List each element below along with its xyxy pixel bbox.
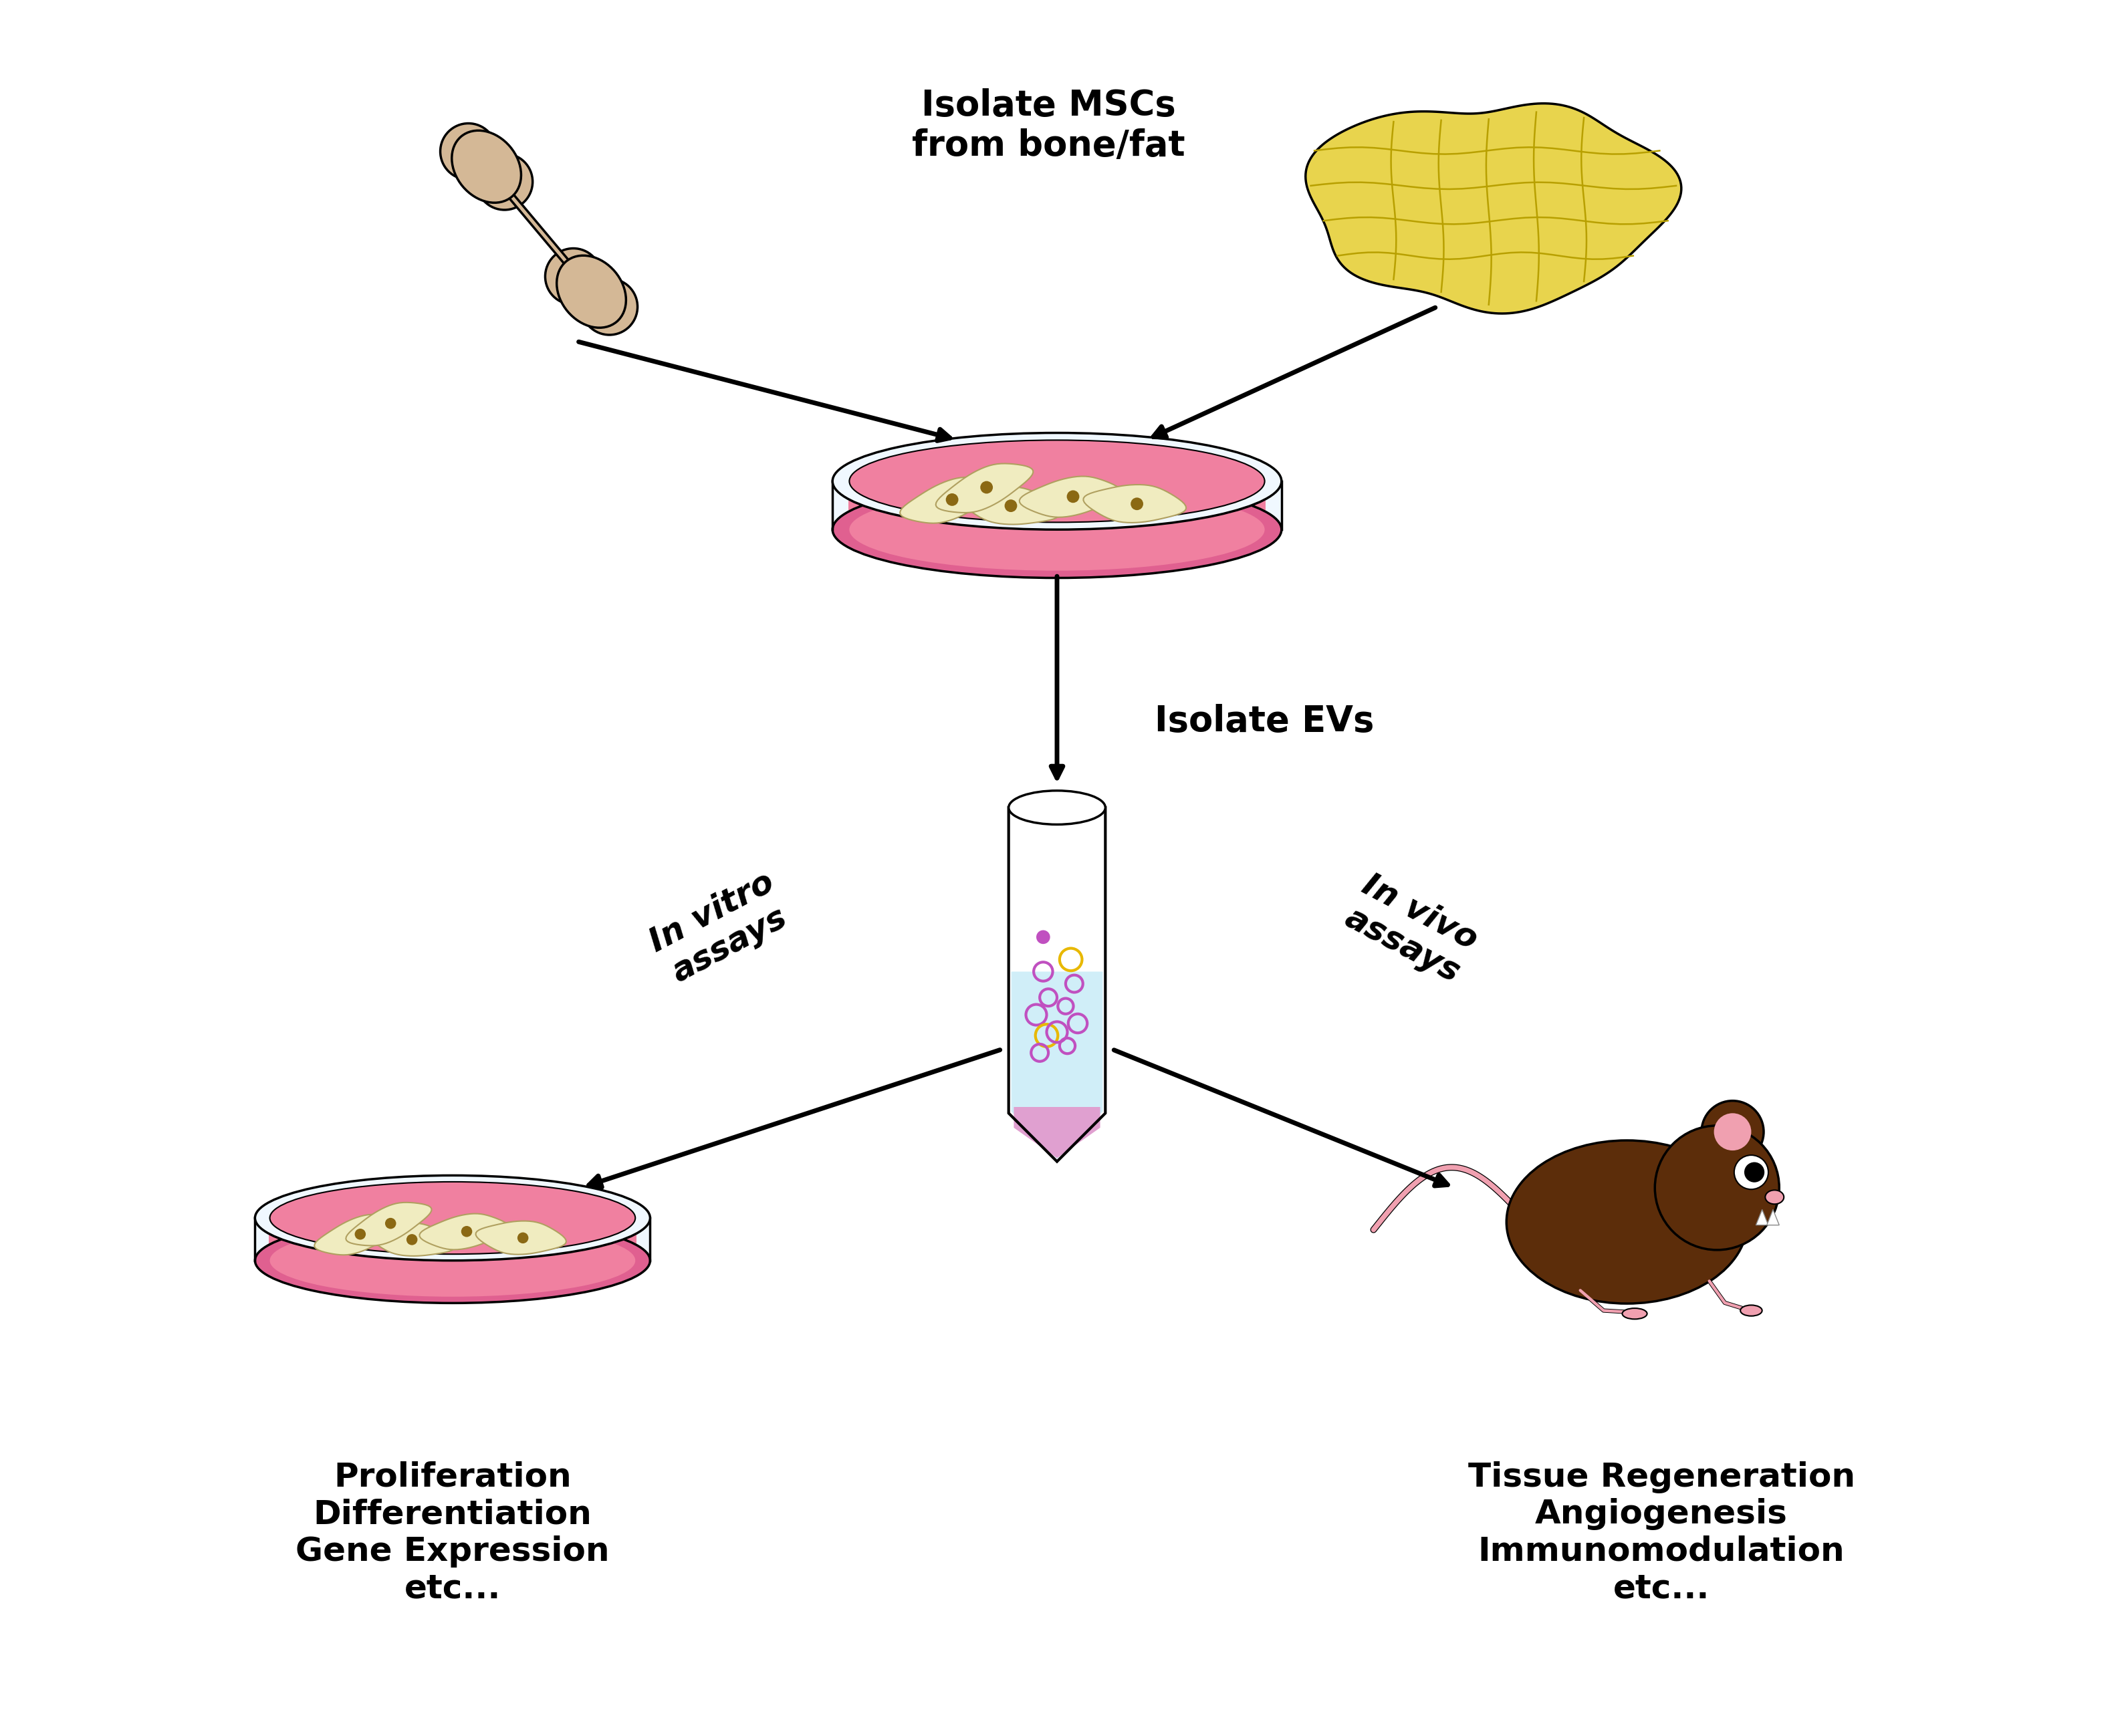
Polygon shape <box>901 477 1000 523</box>
Text: In vivo
assays: In vivo assays <box>1338 868 1482 988</box>
Polygon shape <box>256 1219 651 1260</box>
Ellipse shape <box>1008 790 1106 825</box>
Ellipse shape <box>271 1182 636 1253</box>
Polygon shape <box>958 486 1059 524</box>
Circle shape <box>1004 500 1017 512</box>
Polygon shape <box>366 1222 455 1257</box>
Polygon shape <box>1306 104 1681 314</box>
Circle shape <box>945 493 958 505</box>
Ellipse shape <box>271 1224 636 1297</box>
Text: Isolate MSCs
from bone/fat: Isolate MSCs from bone/fat <box>911 89 1186 163</box>
Text: Isolate EVs: Isolate EVs <box>1154 703 1374 738</box>
Polygon shape <box>476 1220 567 1255</box>
Circle shape <box>476 155 533 210</box>
Polygon shape <box>848 484 1266 528</box>
Ellipse shape <box>256 1219 651 1304</box>
Circle shape <box>440 123 497 179</box>
Ellipse shape <box>1740 1305 1763 1316</box>
Polygon shape <box>474 156 605 302</box>
Ellipse shape <box>833 481 1281 578</box>
Circle shape <box>1744 1161 1765 1182</box>
Polygon shape <box>1019 476 1123 517</box>
Circle shape <box>1714 1113 1750 1151</box>
Circle shape <box>981 481 994 493</box>
Polygon shape <box>1008 807 1106 1161</box>
Ellipse shape <box>556 255 626 328</box>
Text: In vitro
assays: In vitro assays <box>643 866 797 991</box>
Polygon shape <box>1015 1108 1099 1158</box>
Polygon shape <box>833 481 1281 529</box>
Circle shape <box>1036 930 1051 944</box>
Polygon shape <box>1767 1210 1780 1226</box>
Circle shape <box>406 1234 416 1245</box>
Circle shape <box>1131 498 1144 510</box>
Circle shape <box>1068 490 1080 503</box>
Circle shape <box>1655 1125 1780 1250</box>
Circle shape <box>385 1219 395 1229</box>
Circle shape <box>1733 1154 1767 1189</box>
Ellipse shape <box>1765 1191 1784 1205</box>
Polygon shape <box>1010 972 1104 1160</box>
Polygon shape <box>347 1203 431 1246</box>
Ellipse shape <box>850 441 1264 523</box>
Polygon shape <box>419 1213 509 1250</box>
Polygon shape <box>268 1220 636 1259</box>
Circle shape <box>461 1226 471 1238</box>
Circle shape <box>545 248 600 304</box>
Ellipse shape <box>850 488 1264 571</box>
Ellipse shape <box>256 1175 651 1260</box>
Ellipse shape <box>1621 1309 1647 1319</box>
Circle shape <box>1702 1101 1763 1163</box>
Circle shape <box>518 1233 528 1243</box>
Ellipse shape <box>833 432 1281 529</box>
Circle shape <box>355 1229 366 1240</box>
Ellipse shape <box>452 130 522 203</box>
Ellipse shape <box>1507 1141 1748 1304</box>
Circle shape <box>581 279 638 335</box>
Polygon shape <box>1082 484 1186 523</box>
Polygon shape <box>1757 1210 1767 1226</box>
Text: Proliferation
Differentiation
Gene Expression
etc...: Proliferation Differentiation Gene Expre… <box>296 1462 609 1604</box>
Polygon shape <box>937 464 1034 512</box>
Text: Tissue Regeneration
Angiogenesis
Immunomodulation
etc...: Tissue Regeneration Angiogenesis Immunom… <box>1467 1462 1854 1604</box>
Polygon shape <box>315 1215 402 1255</box>
